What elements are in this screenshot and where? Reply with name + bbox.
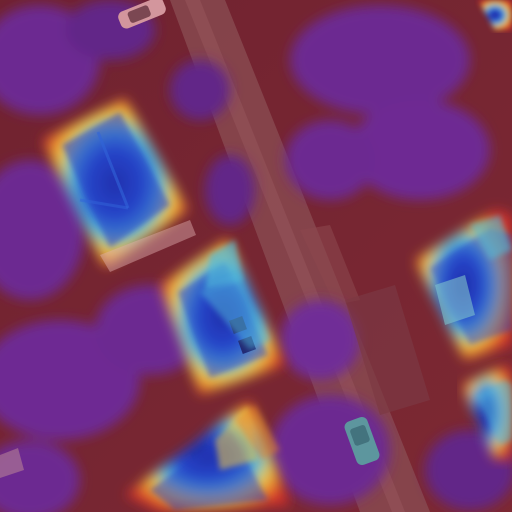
shed bbox=[0, 448, 24, 478]
heatmap-house-3 bbox=[125, 400, 290, 512]
parked-car bbox=[118, 0, 166, 29]
heatmap-house-6 bbox=[478, 0, 512, 30]
heatmap-house-4 bbox=[415, 210, 512, 360]
parked-car-teal bbox=[344, 416, 380, 466]
driveway bbox=[300, 225, 360, 305]
heatmap-house-1 bbox=[42, 98, 196, 272]
heatmap-house-5 bbox=[462, 365, 512, 460]
roof-skylight bbox=[435, 275, 475, 325]
road-marking bbox=[185, 0, 405, 512]
shadowed-building bbox=[345, 285, 430, 415]
heatmap-house-2 bbox=[160, 238, 285, 395]
